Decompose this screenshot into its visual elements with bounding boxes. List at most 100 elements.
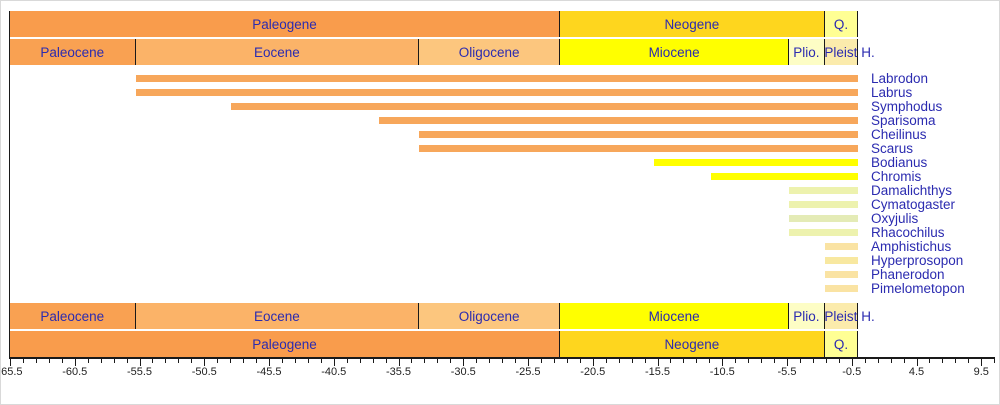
axis-tick-label: -40.5 [321,366,347,378]
taxon-label-chromis: Chromis [871,169,922,184]
axis-tick-label: -5.5 [777,366,797,378]
axis-minor-tick [22,359,24,363]
range-bar-phanerodon [824,271,859,278]
epoch-band-pleist-top: Pleist [824,39,859,65]
axis-minor-tick [605,359,607,363]
axis-minor-tick [877,359,879,363]
taxon-label-cymatogaster: Cymatogaster [871,197,956,212]
axis-minor-tick [230,359,232,363]
axis-minor-tick [346,359,348,363]
taxon-label-amphistichus: Amphistichus [871,239,952,254]
axis-major-tick [592,359,594,366]
axis-minor-tick [385,359,387,363]
axis-tick-label: 9.5 [973,366,989,378]
axis-major-tick [463,359,465,366]
period-band-q-bottom: Q. [824,331,859,357]
epoch-band-plio-top: Plio. [789,39,825,65]
axis-minor-tick [903,359,905,363]
epoch-label-h-bottom: H. [861,308,875,324]
range-bar-bodianus [653,159,859,166]
axis-minor-tick [424,359,426,363]
axis-minor-tick [553,359,555,363]
axis-tick-label: -20.5 [580,366,606,378]
axis-minor-tick [359,359,361,363]
axis-tick-label: 4.5 [908,366,925,378]
epoch-band-eocene-bottom: Eocene [135,303,420,329]
axis-minor-tick [670,359,672,363]
axis-tick-label: -65.5 [1,366,23,378]
axis-minor-tick [437,359,439,363]
axis-major-tick [916,359,918,366]
taxon-label-phanerodon: Phanerodon [871,267,945,282]
axis-minor-tick [243,359,245,363]
axis-minor-tick [761,359,763,363]
period-band-neogene-top: Neogene [559,11,825,37]
axis-tick-label: -45.5 [256,366,282,378]
period-band-neogene-bottom: Neogene [559,331,825,357]
range-bar-labrodon [135,75,859,82]
range-bar-cheilinus [419,131,859,138]
axis-minor-tick [87,359,89,363]
axis-minor-tick [61,359,63,363]
axis-minor-tick [165,359,167,363]
taxon-label-sparisoma: Sparisoma [871,113,936,128]
range-bar-cymatogaster [789,201,859,208]
axis-minor-tick [113,359,115,363]
axis-major-tick [204,359,206,366]
axis-minor-tick [281,359,283,363]
axis-minor-tick [191,359,193,363]
range-bar-pimelometopon [824,285,859,292]
period-band-paleogene-top: Paleogene [10,11,560,37]
axis-major-tick [528,359,529,366]
axis-minor-tick [618,359,620,363]
taxon-label-hyperprosopon: Hyperprosopon [871,253,964,268]
axis-tick-label: -15.5 [644,366,671,378]
axis-minor-tick [709,359,711,363]
axis-minor-tick [502,359,504,363]
axis-tick-label: -25.5 [515,366,541,378]
taxon-label-pimelometopon: Pimelometopon [871,281,965,296]
axis-minor-tick [644,359,646,363]
axis-tick-label: -55.5 [126,366,153,378]
axis-minor-tick [307,359,309,363]
taxon-label-rhacochilus: Rhacochilus [871,225,945,240]
axis-minor-tick [152,359,154,363]
axis-minor-tick [748,359,750,363]
range-bar-labrus [135,89,859,96]
taxon-label-labrodon: Labrodon [871,71,929,86]
range-bar-symphodus [231,103,859,110]
taxon-label-bodianus: Bodianus [871,155,928,170]
axis-major-tick [74,359,76,366]
taxon-label-symphodus: Symphodus [871,99,943,114]
chart-left-border-line [9,11,10,358]
axis-major-tick [139,359,141,366]
taxon-label-labrus: Labrus [871,85,913,100]
axis-tick-label: -35.5 [385,366,412,378]
axis-minor-tick [579,359,581,363]
taxon-label-scarus: Scarus [871,141,914,156]
taxon-label-oxyjulis: Oxyjulis [871,211,919,226]
range-bar-damalichthys [789,187,859,194]
axis-minor-tick [515,359,517,363]
range-bar-amphistichus [824,243,859,250]
epoch-band-paleocene-top: Paleocene [10,39,136,65]
axis-minor-tick [838,359,840,363]
axis-minor-tick [929,359,931,363]
axis-minor-tick [294,359,296,363]
axis-minor-tick [774,359,776,363]
axis-minor-tick [372,359,374,363]
axis-major-tick [333,359,335,366]
range-bar-chromis [710,173,859,180]
range-bar-hyperprosopon [824,257,859,264]
period-band-paleogene-bottom: Paleogene [10,331,560,357]
axis-minor-tick [994,359,996,363]
axis-minor-tick [735,359,737,363]
epoch-band-pleist-bottom: Pleist [824,303,859,329]
axis-minor-tick [100,359,102,363]
epoch-band-paleocene-bottom: Paleocene [10,303,136,329]
axis-minor-tick [450,359,452,363]
epoch-band-oligocene-bottom: Oligocene [419,303,560,329]
range-bar-scarus [419,145,859,152]
axis-major-tick [269,359,270,366]
range-bar-rhacochilus [789,229,859,236]
